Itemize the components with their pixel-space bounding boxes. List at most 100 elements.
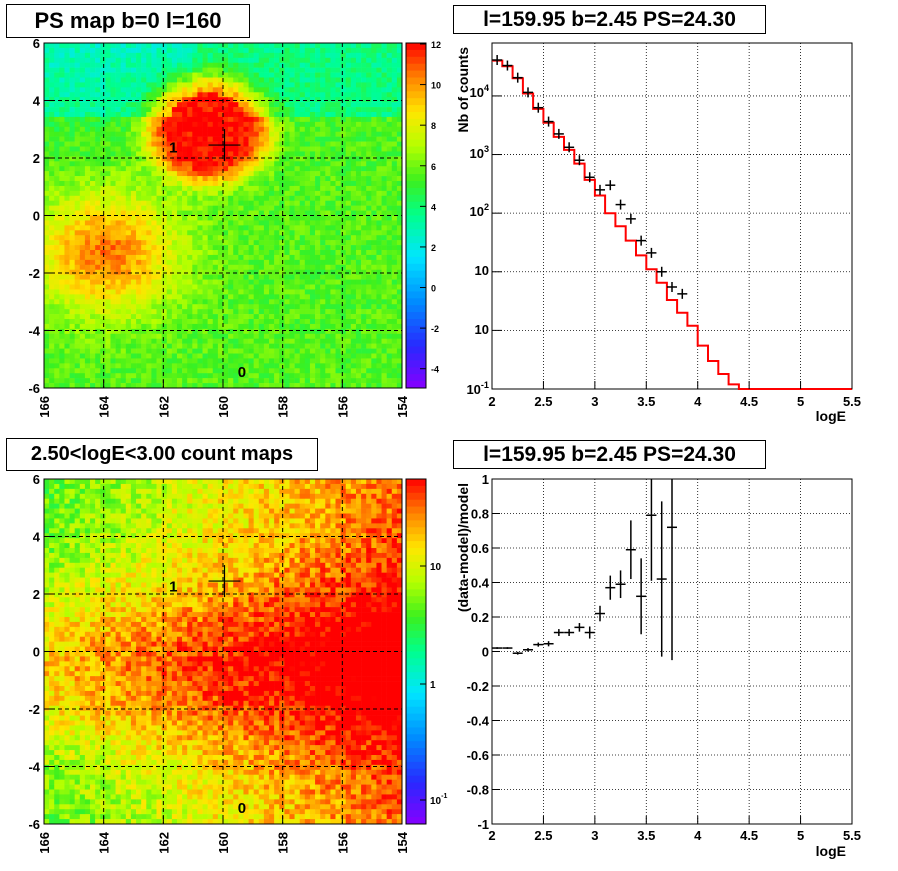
ps_map-pixel: [130, 215, 137, 221]
ps_map-pixel: [115, 284, 122, 290]
ps_map-pixel: [69, 121, 75, 128]
ps_map-pixel: [269, 230, 275, 236]
ps_map-pixel: [90, 323, 96, 330]
ps_map-pixel: [355, 205, 362, 211]
ps_map-pixel: [207, 358, 214, 364]
ps_map-pixel: [64, 210, 70, 216]
ps_map-pixel: [284, 102, 290, 108]
ps_map-pixel: [115, 279, 122, 285]
ps_map-pixel: [105, 195, 111, 202]
ps_map-pixel: [130, 245, 137, 251]
ps_map-pixel: [304, 195, 311, 202]
ps_map-pixel: [171, 284, 178, 290]
ps_map-pixel: [156, 156, 162, 162]
ps_map-pixel: [366, 156, 372, 162]
ps_map-pixel: [233, 215, 239, 221]
ps_map-pixel: [361, 274, 367, 280]
ps_map-pixel: [238, 338, 244, 344]
ps_map-pixel: [366, 319, 372, 325]
ps_map-pixel: [371, 245, 377, 251]
ps_map-pixel: [187, 87, 193, 93]
ps_map-pixel: [289, 121, 295, 128]
ps_map-pixel: [166, 210, 173, 216]
ps_map-pixel: [176, 309, 183, 315]
ps_map-pixel: [74, 210, 81, 216]
ps_map-pixel: [243, 97, 249, 103]
ps_map-pixel: [74, 116, 81, 123]
ps_map-pixel: [223, 304, 229, 310]
ps_map-pixel: [187, 358, 193, 364]
ps_map-pixel: [381, 250, 387, 256]
ps_map-pixel: [345, 348, 352, 354]
ps_map-pixel: [233, 57, 239, 64]
ps_map-pixel: [361, 259, 367, 266]
ps_map-pixel: [69, 259, 75, 266]
ps_map-pixel: [386, 181, 393, 187]
ps_map-pixel: [325, 151, 331, 157]
ps_map-pixel: [325, 171, 331, 177]
ps_map-pixel: [217, 181, 224, 187]
ps_map-pixel: [84, 67, 91, 73]
ps_map-pixel: [289, 57, 295, 64]
ps_map-pixel: [161, 299, 168, 305]
ps_map-pixel: [182, 77, 188, 83]
ps_map-pixel: [361, 363, 367, 369]
ps_map-pixel: [161, 279, 168, 285]
ps_map-pixel: [284, 279, 290, 285]
ps_map-pixel: [79, 166, 86, 172]
ps_map-pixel: [391, 156, 398, 162]
ps_map-pixel: [136, 328, 142, 335]
ps_map-pixel: [294, 220, 301, 226]
ps_map-pixel: [223, 299, 229, 305]
ps_map-pixel: [171, 141, 178, 147]
ps_map-pixel: [340, 333, 347, 340]
ps_map-pixel: [325, 87, 331, 93]
ps_map-pixel: [54, 47, 60, 54]
ps_map-pixel: [176, 259, 183, 266]
ps_map-pixel: [161, 294, 168, 300]
ps_map-pixel: [192, 181, 198, 187]
ps_map-pixel: [69, 146, 75, 152]
ps_map-pixel: [120, 43, 127, 49]
ps_map-pixel: [125, 47, 132, 54]
ps_map-pixel: [299, 279, 306, 285]
ps_map-pixel: [69, 348, 75, 354]
ps_map-pixel: [120, 121, 127, 128]
ps_map-pixel: [49, 57, 55, 64]
ps_map-pixel: [263, 43, 270, 49]
ps_map-pixel: [269, 254, 275, 261]
ps_map-pixel: [197, 259, 203, 266]
ps_map-pixel: [79, 43, 86, 49]
ps_map-pixel: [187, 250, 193, 256]
ps_map-pixel: [233, 328, 239, 335]
ps_map-pixel: [212, 141, 219, 147]
ps_map-pixel: [182, 87, 188, 93]
ps_map-pixel: [263, 304, 270, 310]
ps_map-pixel: [386, 151, 393, 157]
ps_map-pixel: [69, 210, 75, 216]
ps_map-pixel: [386, 116, 393, 123]
ps_map-pixel: [64, 284, 70, 290]
ps_map-pixel: [166, 112, 173, 118]
ps_map-pixel: [345, 279, 352, 285]
ps_map-pixel: [182, 358, 188, 364]
ps_map-pixel: [366, 314, 372, 320]
ps_map-pixel: [217, 215, 224, 221]
ps_map-pixel: [355, 107, 362, 113]
ps_map-pixel: [95, 67, 101, 73]
ps_map-pixel: [136, 383, 142, 389]
ps_map-pixel: [197, 67, 203, 73]
spectrum-title: l=159.95 b=2.45 PS=24.30: [453, 5, 766, 34]
ps_map-pixel: [371, 373, 377, 379]
ps_map-pixel: [386, 294, 393, 300]
ps_map-pixel: [44, 259, 50, 266]
ps_map-pixel: [330, 195, 336, 202]
ps_map-pixel: [320, 363, 326, 369]
ps_map-pixel: [238, 97, 244, 103]
ps_map-pixel: [202, 353, 208, 359]
ps_map-pixel: [284, 161, 290, 167]
ps_map-pixel: [345, 72, 352, 78]
ps_map-pixel: [279, 254, 285, 261]
ps_map-pixel: [350, 151, 357, 157]
ps_map-pixel: [176, 112, 183, 118]
